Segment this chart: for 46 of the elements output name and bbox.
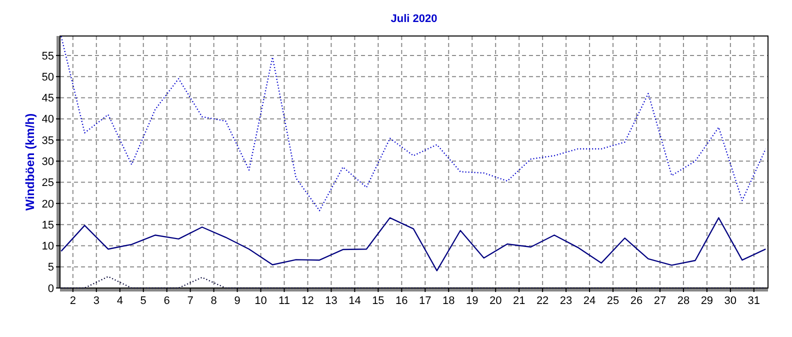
x-tick-label: 29 bbox=[700, 295, 714, 307]
x-tick-label: 27 bbox=[654, 295, 666, 307]
y-tick-label: 0 bbox=[48, 282, 54, 295]
y-tick-label: 15 bbox=[42, 219, 54, 232]
x-tick-label: 18 bbox=[442, 295, 455, 307]
x-tick-label: 2 bbox=[70, 295, 76, 307]
y-tick-label: 5 bbox=[48, 262, 54, 274]
x-tick-label: 5 bbox=[140, 295, 146, 307]
x-tick-label: 7 bbox=[187, 295, 194, 307]
line-series bbox=[60, 36, 766, 212]
chart-title: Juli 2020 bbox=[390, 13, 438, 25]
y-tick-label: 10 bbox=[42, 240, 54, 253]
x-tick-label: 20 bbox=[489, 295, 502, 307]
x-tick-label: 13 bbox=[325, 295, 338, 307]
y-axis-title: Windböen (km/h) bbox=[23, 113, 37, 211]
x-tick-label: 19 bbox=[466, 295, 478, 307]
x-tick-label: 22 bbox=[536, 295, 549, 307]
y-tick-label: 35 bbox=[42, 134, 54, 147]
x-tick-label: 25 bbox=[606, 295, 620, 307]
x-tick-label: 9 bbox=[234, 295, 240, 307]
x-tick-label: 30 bbox=[724, 295, 737, 307]
y-tick-label: 55 bbox=[42, 50, 54, 62]
x-tick-label: 6 bbox=[164, 295, 170, 307]
y-tick-label: 45 bbox=[42, 92, 54, 105]
y-tick-label: 20 bbox=[42, 198, 54, 210]
x-tick-label: 28 bbox=[677, 295, 690, 307]
x-tick-label: 23 bbox=[560, 295, 572, 307]
y-tick-label: 40 bbox=[42, 114, 54, 126]
x-tick-label: 10 bbox=[254, 295, 267, 307]
x-tick-label: 4 bbox=[116, 295, 123, 307]
x-tick-label: 16 bbox=[396, 295, 408, 307]
x-tick-label: 11 bbox=[278, 295, 290, 307]
x-tick-label: 21 bbox=[512, 295, 526, 307]
y-tick-label: 30 bbox=[42, 156, 54, 168]
x-tick-label: 15 bbox=[372, 295, 384, 307]
y-tick-label: 50 bbox=[42, 71, 54, 84]
x-tick-label: 14 bbox=[348, 295, 361, 307]
x-tick-label: 24 bbox=[583, 295, 596, 307]
x-tick-label: 17 bbox=[419, 295, 432, 307]
x-tick-label: 8 bbox=[210, 295, 217, 307]
line-series bbox=[60, 217, 766, 272]
x-tick-label: 26 bbox=[630, 295, 643, 307]
x-tick-label: 31 bbox=[748, 295, 760, 307]
y-tick-label: 25 bbox=[42, 177, 54, 190]
x-tick-label: 12 bbox=[302, 295, 314, 307]
x-tick-label: 3 bbox=[93, 295, 100, 307]
